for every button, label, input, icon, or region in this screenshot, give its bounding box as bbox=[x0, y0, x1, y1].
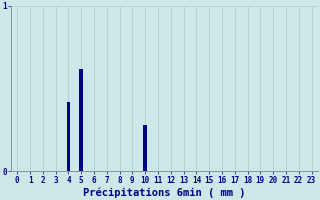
X-axis label: Précipitations 6min ( mm ): Précipitations 6min ( mm ) bbox=[83, 187, 246, 198]
Bar bbox=[143, 125, 147, 171]
Bar bbox=[79, 69, 83, 171]
Bar bbox=[67, 102, 70, 171]
